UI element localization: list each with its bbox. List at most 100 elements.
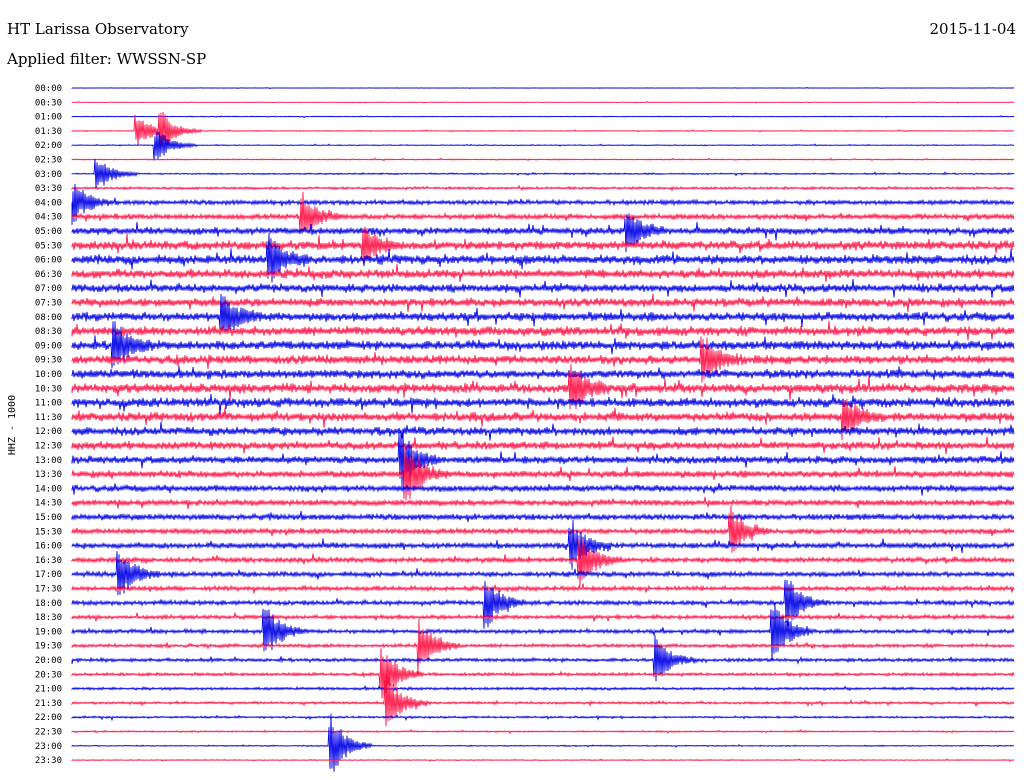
- trace-row: [71, 648, 1015, 699]
- trace-row: [71, 519, 1015, 570]
- trace-row: [71, 430, 1015, 487]
- row-time-label: 10:00: [35, 370, 62, 380]
- trace-row: [71, 101, 1015, 104]
- trace-row: [71, 278, 1015, 298]
- row-time-label: 02:00: [35, 141, 62, 151]
- trace-row: [71, 728, 1015, 735]
- row-time-label: 20:30: [35, 670, 62, 680]
- row-time-label: 04:00: [35, 198, 62, 208]
- row-time-label: 16:00: [35, 542, 62, 552]
- row-time-label: 01:00: [35, 113, 62, 123]
- trace-row: [71, 226, 1015, 264]
- trace-row: [71, 184, 1015, 192]
- row-time-label: 20:00: [35, 656, 62, 666]
- row-time-label: 17:30: [35, 585, 62, 595]
- row-time-label: 05:00: [35, 227, 62, 237]
- row-time-label: 15:30: [35, 527, 62, 537]
- row-time-label: 22:00: [35, 713, 62, 723]
- row-time-label: 14:00: [35, 484, 62, 494]
- trace-row: [71, 131, 1015, 161]
- row-time-label: 18:30: [35, 613, 62, 623]
- trace-row: [71, 635, 1015, 682]
- trace-row: [71, 444, 1015, 501]
- row-time-label: 14:30: [35, 499, 62, 509]
- trace-row: [71, 510, 1015, 523]
- row-time-label: 07:00: [35, 284, 62, 294]
- trace-row: [71, 191, 1015, 234]
- trace-row: [71, 398, 1015, 441]
- row-time-label: 06:30: [35, 270, 62, 280]
- row-time-label: 00:30: [35, 98, 62, 108]
- row-time-label: 01:30: [35, 127, 62, 137]
- trace-row: [71, 183, 1015, 225]
- row-time-label: 21:00: [35, 685, 62, 695]
- trace-row: [71, 320, 1015, 341]
- date-label: 2015-11-04: [929, 20, 1016, 38]
- trace-row: [71, 233, 1015, 283]
- row-time-label: 23:00: [35, 742, 62, 752]
- row-time-label: 17:00: [35, 570, 62, 580]
- trace-row: [71, 263, 1015, 282]
- trace-row: [71, 579, 1015, 629]
- trace-row: [71, 115, 1015, 119]
- row-time-label: 08:00: [35, 313, 62, 323]
- row-time-label: 12:00: [35, 427, 62, 437]
- trace-row: [71, 366, 1015, 380]
- trace-row: [71, 583, 1015, 594]
- trace-row: [71, 213, 1015, 253]
- filter-label: Applied filter: WWSSN-SP: [7, 50, 207, 68]
- station-title: HT Larissa Observatory: [7, 20, 189, 38]
- trace-row: [71, 111, 1015, 152]
- row-time-label: 11:00: [35, 399, 62, 409]
- row-time-label: 22:30: [35, 728, 62, 738]
- trace-row: [71, 321, 1015, 369]
- trace-row: [71, 293, 1015, 334]
- trace-row: [71, 157, 1015, 162]
- y-axis-label: HHZ - 1000: [7, 395, 18, 455]
- row-time-label: 12:30: [35, 442, 62, 452]
- row-time-label: 13:00: [35, 456, 62, 466]
- trace-row: [71, 363, 1015, 410]
- row-time-label: 04:30: [35, 213, 62, 223]
- trace-row: [71, 758, 1015, 762]
- row-time-label: 00:00: [35, 84, 62, 94]
- row-time-label: 18:00: [35, 599, 62, 609]
- row-time-label: 19:00: [35, 627, 62, 637]
- trace-row: [71, 505, 1015, 553]
- trace-row: [71, 421, 1015, 441]
- trace-row: [71, 673, 1015, 727]
- trace-row: [71, 713, 1015, 772]
- trace-row: [71, 483, 1015, 496]
- trace-row: [71, 602, 1015, 661]
- row-time-label: 15:00: [35, 513, 62, 523]
- row-time-label: 10:30: [35, 384, 62, 394]
- trace-row: [71, 618, 1015, 675]
- row-time-label: 06:00: [35, 256, 62, 266]
- trace-row: [71, 394, 1015, 415]
- row-time-label: 09:00: [35, 341, 62, 351]
- row-time-label: 03:30: [35, 184, 62, 194]
- trace-row: [71, 714, 1015, 722]
- trace-row: [71, 86, 1015, 90]
- trace-row: [71, 684, 1015, 692]
- row-time-label: 02:30: [35, 156, 62, 166]
- trace-row: [71, 551, 1015, 596]
- row-time-label: 11:30: [35, 413, 62, 423]
- row-time-label: 05:30: [35, 241, 62, 251]
- row-time-label: 09:30: [35, 356, 62, 366]
- trace-row: [71, 158, 1015, 189]
- trace-row: [71, 436, 1015, 455]
- row-time-label: 07:30: [35, 299, 62, 309]
- trace-row: [71, 293, 1015, 313]
- row-time-label: 08:30: [35, 327, 62, 337]
- row-time-label: 03:00: [35, 170, 62, 180]
- trace-row: [71, 497, 1015, 510]
- trace-row: [71, 336, 1015, 383]
- row-time-label: 19:30: [35, 642, 62, 652]
- trace-row: [71, 612, 1015, 622]
- row-time-label: 21:30: [35, 699, 62, 709]
- trace-row: [71, 537, 1015, 587]
- row-time-label: 13:30: [35, 470, 62, 480]
- row-time-label: 16:30: [35, 556, 62, 566]
